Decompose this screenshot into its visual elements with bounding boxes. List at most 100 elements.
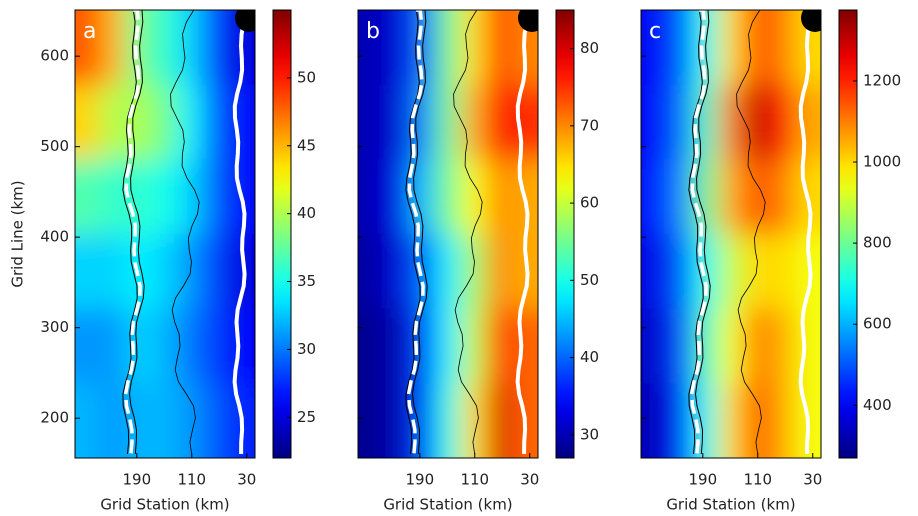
heatmap-cell	[743, 308, 771, 385]
heatmap-cell	[769, 308, 797, 385]
heatmap-cell	[769, 383, 797, 458]
heatmap-cell	[358, 159, 385, 235]
heatmap-cell	[718, 383, 745, 458]
heatmap-cell	[486, 10, 514, 86]
heatmap-cell	[152, 308, 179, 385]
colorbar-tick-label: 40	[297, 204, 316, 222]
heatmap-cell	[177, 159, 205, 235]
x-tick-label: 110	[177, 471, 206, 489]
colorbar-tick-label: 30	[580, 425, 599, 443]
coast-line	[694, 10, 711, 455]
colorbar-tick-label: 1000	[863, 153, 901, 171]
heatmap-cell	[358, 84, 385, 161]
heatmap-cell	[769, 234, 797, 310]
colorbar-tick-label: 50	[297, 68, 316, 86]
heatmap-cell	[486, 84, 514, 161]
heatmap-cell	[203, 84, 231, 161]
heatmap-cell	[383, 234, 411, 310]
heatmap-cell	[718, 234, 745, 310]
heatmap-cell	[358, 10, 385, 86]
colorbar-tick-label: 1200	[863, 71, 901, 89]
y-tick-label: 600	[40, 47, 69, 65]
heatmap-cell	[718, 159, 745, 235]
heatmap-cell	[75, 383, 102, 458]
heatmap-cell	[769, 10, 797, 86]
heatmap	[75, 10, 255, 458]
plot-frame	[74, 9, 256, 459]
y-tick-label: 400	[40, 228, 69, 246]
heatmap-cell	[409, 234, 437, 310]
heatmap-cell	[460, 234, 488, 310]
heatmap-cell	[75, 308, 102, 385]
coast-line	[411, 10, 428, 455]
colorbar	[555, 9, 575, 459]
heatmap-field	[358, 10, 538, 458]
heatmap-cell	[743, 10, 771, 86]
contour-line	[736, 10, 766, 455]
y-tick-label: 500	[40, 137, 69, 155]
colorbar-tick-label: 80	[580, 39, 599, 57]
coast-line	[688, 10, 704, 455]
heatmap-cell	[177, 308, 205, 385]
colorbar-tick-label: 25	[297, 408, 316, 426]
x-tick-label: 190	[123, 471, 152, 489]
colorbar-tick-label: 30	[297, 340, 316, 358]
heatmap-cell	[743, 383, 771, 458]
x-axis-label: Grid Station (km)	[100, 496, 229, 514]
heatmap-cell	[229, 84, 255, 161]
heatmap-cell	[743, 84, 771, 161]
heatmap-cell	[718, 10, 745, 86]
heatmap-cell	[743, 159, 771, 235]
heatmap-cell	[152, 383, 179, 458]
heatmap-cell	[718, 308, 745, 385]
y-tick-label: 300	[40, 318, 69, 336]
coast-line	[122, 10, 138, 455]
heatmap-cell	[177, 84, 205, 161]
land-mass	[235, 10, 255, 32]
x-tick-label: 110	[460, 471, 489, 489]
heatmap-cell	[486, 234, 514, 310]
heatmap-cell	[435, 10, 462, 86]
heatmap-cell	[100, 84, 128, 161]
heatmap-cell	[460, 10, 488, 86]
boundary-line	[406, 10, 425, 455]
colorbar-tick-label: 600	[863, 315, 892, 333]
colorbar-tick-label: 45	[297, 136, 316, 154]
heatmap-cell	[435, 159, 462, 235]
heatmap-cell	[512, 84, 538, 161]
heatmap-cell	[100, 234, 128, 310]
heatmap-cell	[641, 383, 668, 458]
heatmap-cell	[100, 308, 128, 385]
heatmap-cell	[100, 159, 128, 235]
heatmap-cell	[641, 234, 668, 310]
colorbar-tick-label: 800	[863, 234, 892, 252]
plot-frame	[640, 9, 822, 459]
heatmap-cell	[383, 308, 411, 385]
colorbar	[272, 9, 292, 459]
heatmap-cell	[152, 84, 179, 161]
heatmap-cell	[435, 383, 462, 458]
heatmap-cell	[666, 159, 694, 235]
heatmap-cell	[666, 308, 694, 385]
heatmap-cell	[435, 84, 462, 161]
x-tick-label: 190	[689, 471, 718, 489]
panel-letter: a	[83, 19, 96, 44]
colorbar-tick-label: 400	[863, 396, 892, 414]
heatmap-cell	[666, 84, 694, 161]
y-tick-label: 200	[40, 409, 69, 427]
heatmap-cell	[177, 10, 205, 86]
panel-letter: b	[366, 19, 380, 44]
colorbar-tick-label: 50	[580, 271, 599, 289]
y-axis-label: Grid Line (km)	[9, 180, 27, 287]
heatmap-cell	[203, 159, 231, 235]
heatmap-cell	[358, 234, 385, 310]
heatmap-cell	[435, 308, 462, 385]
heatmap-cell	[203, 234, 231, 310]
heatmap-cell	[795, 84, 821, 161]
heatmap-cell	[152, 234, 179, 310]
x-tick-label: 30	[520, 471, 539, 489]
heatmap-cell	[666, 234, 694, 310]
heatmap-cell	[769, 84, 797, 161]
heatmap-cell	[435, 234, 462, 310]
